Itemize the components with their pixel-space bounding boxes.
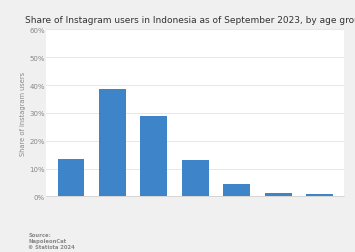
Bar <box>140 116 167 197</box>
Bar <box>58 160 84 197</box>
Bar <box>264 194 291 197</box>
Bar <box>223 184 250 197</box>
Bar <box>306 195 333 197</box>
Y-axis label: Share of Instagram users: Share of Instagram users <box>20 72 26 155</box>
Title: Share of Instagram users in Indonesia as of September 2023, by age group: Share of Instagram users in Indonesia as… <box>25 16 355 25</box>
Bar <box>182 161 209 197</box>
Text: Source:
NapoleonCat
© Statista 2024: Source: NapoleonCat © Statista 2024 <box>28 232 75 249</box>
Bar <box>99 89 126 197</box>
